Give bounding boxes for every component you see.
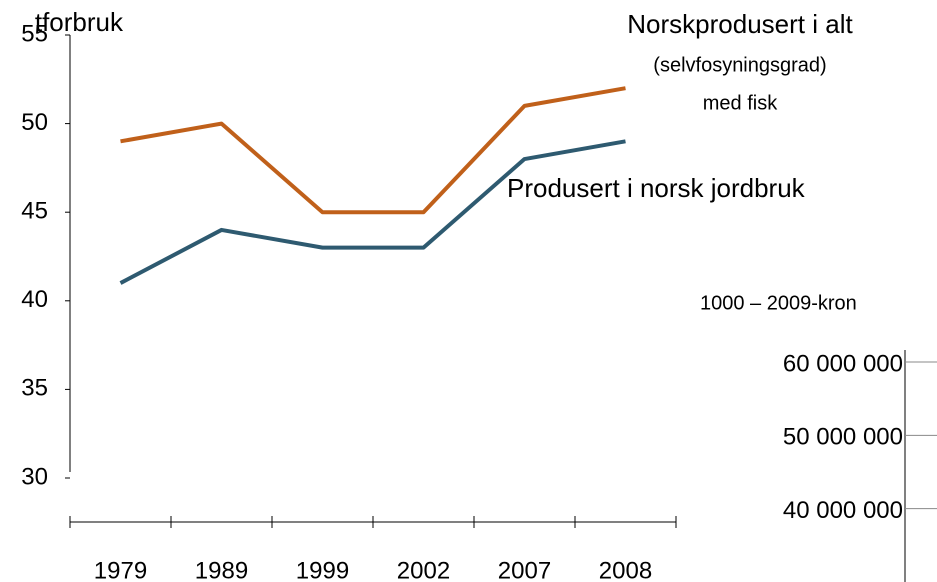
annotation: med fisk bbox=[703, 92, 778, 114]
x-tick-label: 1989 bbox=[195, 557, 248, 582]
series-label: Norskprodusert i alt bbox=[627, 9, 853, 39]
x-tick-label: 1979 bbox=[94, 557, 147, 582]
y-tick-label: 60 000 000 bbox=[783, 350, 903, 377]
series-line bbox=[120, 86, 626, 215]
axis-label: 1000 – 2009-kron bbox=[700, 292, 857, 314]
x-tick-label: 2002 bbox=[397, 557, 450, 582]
series-line bbox=[119, 139, 626, 285]
x-tick-label: 2007 bbox=[498, 557, 551, 582]
y-tick-label: 35 bbox=[21, 375, 48, 402]
y-tick-label: 50 000 000 bbox=[783, 424, 903, 451]
y-tick-label: 40 bbox=[21, 286, 48, 313]
x-tick-label: 1999 bbox=[296, 557, 349, 582]
y-tick-label: 40 000 000 bbox=[783, 497, 903, 524]
annotation: (selvfosyningsgrad) bbox=[653, 54, 826, 76]
y-tick-label: 30 bbox=[21, 463, 48, 490]
series-label: Produsert i norsk jordbruk bbox=[507, 173, 806, 203]
chart-title: tforbruk bbox=[35, 7, 124, 37]
x-tick-label: 2008 bbox=[599, 557, 652, 582]
y-tick-label: 45 bbox=[21, 198, 48, 225]
y-tick-label: 55 bbox=[21, 20, 48, 47]
y-tick-label: 50 bbox=[21, 109, 48, 136]
